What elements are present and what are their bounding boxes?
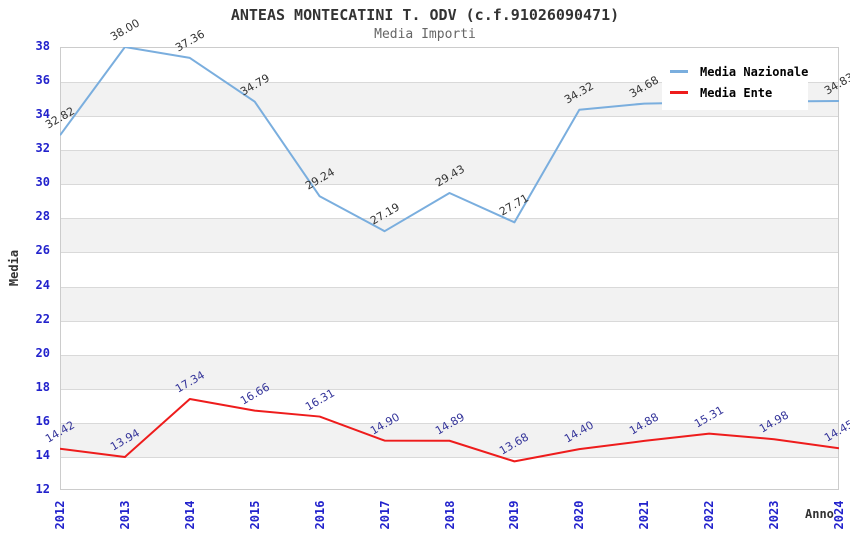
media-nazionale-line-swatch-icon bbox=[670, 70, 688, 73]
x-tick-label: 2023 bbox=[767, 500, 782, 530]
legend-label: Media Ente bbox=[700, 85, 773, 100]
grid-line bbox=[61, 116, 838, 118]
x-tick-label: 2016 bbox=[312, 500, 327, 530]
x-tick-label: 2021 bbox=[637, 500, 652, 530]
chart-subtitle: Media Importi bbox=[374, 27, 476, 42]
legend-label: Media Nazionale bbox=[700, 64, 809, 79]
legend-item-media-ente: Media Ente bbox=[670, 82, 800, 103]
grid-line bbox=[61, 252, 838, 254]
y-tick-label: 24 bbox=[35, 277, 50, 292]
grid-line bbox=[61, 320, 838, 322]
x-tick-label: 2022 bbox=[702, 500, 717, 530]
y-tick-label: 28 bbox=[35, 209, 50, 224]
y-tick-label: 36 bbox=[35, 73, 50, 88]
x-tick-label: 2019 bbox=[507, 500, 522, 530]
y-tick-label: 22 bbox=[35, 311, 50, 326]
y-tick-label: 38 bbox=[35, 39, 50, 53]
y-tick-label: 34 bbox=[35, 107, 50, 122]
x-tick-label: 2015 bbox=[247, 500, 262, 530]
y-tick-label: 12 bbox=[35, 482, 50, 496]
grid-line bbox=[61, 82, 838, 84]
x-tick-label: 2017 bbox=[377, 500, 392, 530]
x-tick-label: 2014 bbox=[182, 500, 197, 530]
y-tick-label: 16 bbox=[35, 413, 50, 428]
grid-line bbox=[61, 388, 838, 390]
grid-band bbox=[61, 354, 838, 389]
x-tick-label: 2020 bbox=[572, 500, 587, 530]
x-tick-label: 2024 bbox=[832, 500, 846, 530]
grid-line bbox=[61, 184, 838, 186]
x-axis-title: Anno bbox=[805, 507, 834, 521]
series-line-media-ente bbox=[60, 398, 839, 463]
grid-line bbox=[61, 286, 838, 288]
grid-line bbox=[61, 354, 838, 356]
legend: Media Nazionale Media Ente bbox=[662, 56, 808, 110]
y-tick-label: 20 bbox=[35, 345, 50, 360]
chart-title: ANTEAS MONTECATINI T. ODV (c.f.910260904… bbox=[230, 6, 620, 24]
y-tick-label: 26 bbox=[35, 243, 50, 258]
grid-line bbox=[61, 218, 838, 220]
x-tick-label: 2013 bbox=[117, 500, 132, 530]
y-tick-label: 18 bbox=[35, 379, 50, 394]
y-tick-label: 14 bbox=[35, 447, 50, 462]
grid-band bbox=[61, 150, 838, 185]
plot-area bbox=[60, 47, 839, 490]
legend-item-media-nazionale: Media Nazionale bbox=[670, 61, 808, 82]
x-tick-label: 2012 bbox=[53, 500, 67, 530]
x-tick-label: 2018 bbox=[442, 500, 457, 530]
media-ente-line-swatch-icon bbox=[670, 91, 688, 94]
grid-band bbox=[61, 218, 838, 253]
grid-line bbox=[61, 150, 838, 152]
grid-band bbox=[61, 286, 838, 321]
grid-line bbox=[61, 456, 838, 458]
y-tick-label: 30 bbox=[35, 175, 50, 190]
y-axis-title: Media bbox=[7, 249, 21, 287]
y-tick-label: 32 bbox=[35, 141, 50, 156]
grid-line bbox=[61, 422, 838, 424]
